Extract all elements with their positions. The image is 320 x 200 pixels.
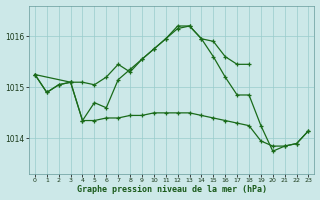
X-axis label: Graphe pression niveau de la mer (hPa): Graphe pression niveau de la mer (hPa) [77,185,267,194]
